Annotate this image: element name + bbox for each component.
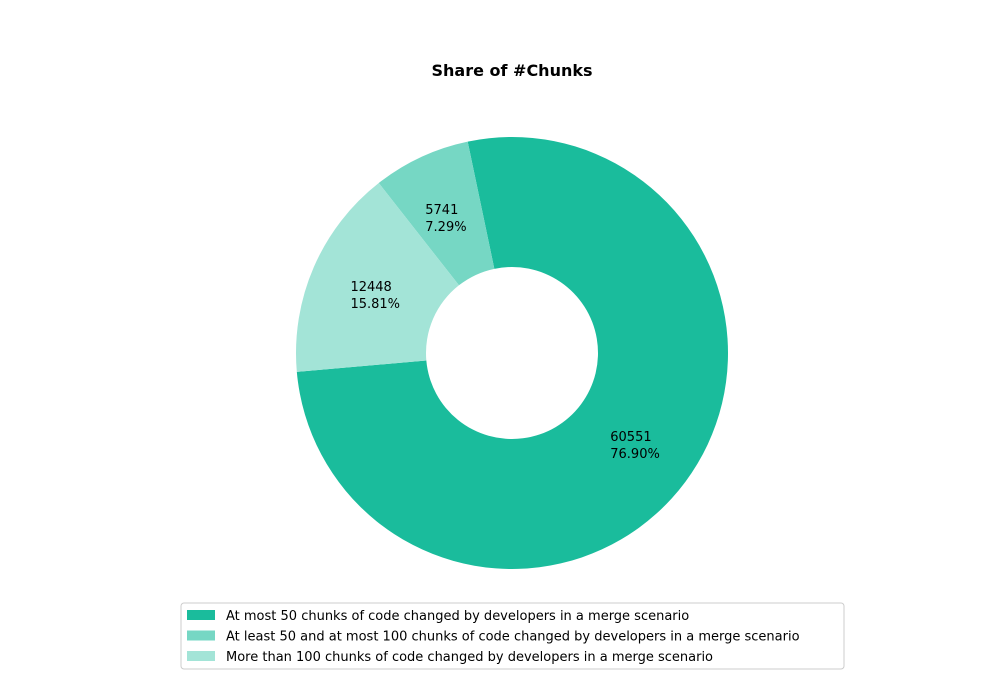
chart-title: Share of #Chunks [431,61,592,80]
slice-label-1: 60551 76.90% [610,430,660,462]
legend-label-3: More than 100 chunks of code changed by … [226,650,713,665]
slice-label-3: 12448 15.81% [350,280,400,312]
legend-swatch-3 [187,651,215,661]
pie-slice-3 [296,182,459,372]
legend-label-1: At most 50 chunks of code changed by dev… [226,609,689,624]
legend: At most 50 chunks of code changed by dev… [180,602,845,670]
legend-swatch-2 [187,630,215,641]
slice-label-2: 5741 7.29% [425,203,466,235]
pie-slice-2 [378,141,495,286]
legend-label-2: At least 50 and at most 100 chunks of co… [226,630,800,645]
legend-swatch-1 [187,610,215,620]
slices-group [296,137,728,570]
pie-slice-1 [296,137,728,570]
slice-labels-group: 60551 76.90% 5741 7.29% 12448 15.81% [350,203,659,462]
legend-box [180,602,845,670]
